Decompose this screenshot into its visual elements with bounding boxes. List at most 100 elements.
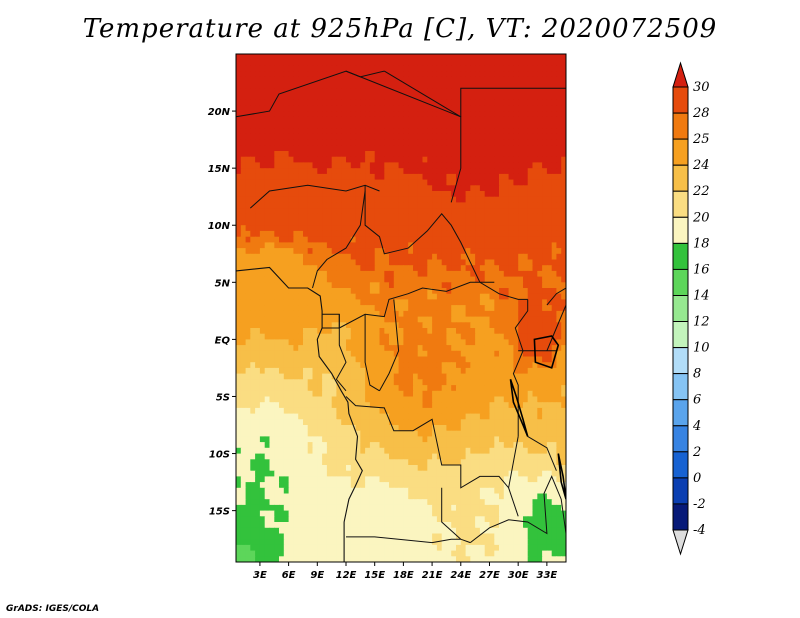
field-cell	[336, 208, 342, 215]
field-cell	[446, 276, 452, 283]
field-cell	[369, 362, 376, 369]
field-cell	[470, 436, 476, 443]
field-cell	[489, 316, 495, 323]
field-cell	[427, 447, 433, 455]
field-cell	[408, 265, 414, 272]
field-cell	[422, 282, 428, 289]
field-cell	[427, 299, 433, 306]
field-cell	[264, 122, 271, 129]
field-cell	[475, 76, 481, 84]
field-cell	[470, 156, 476, 163]
field-cell	[288, 202, 294, 209]
field-cell	[384, 139, 390, 146]
field-cell	[527, 99, 534, 106]
field-cell	[417, 259, 424, 266]
field-cell	[408, 282, 414, 289]
field-cell	[403, 230, 409, 238]
field-cell	[460, 345, 467, 352]
field-cell	[379, 447, 385, 455]
field-cell	[403, 385, 409, 392]
field-cell	[465, 151, 471, 158]
field-cell	[264, 156, 271, 163]
field-cell	[293, 345, 299, 352]
field-cell	[398, 293, 404, 300]
field-cell	[484, 213, 491, 221]
field-cell	[403, 407, 409, 415]
field-cell	[475, 310, 481, 318]
field-cell	[365, 65, 371, 72]
field-cell	[561, 191, 566, 198]
field-cell	[503, 94, 510, 101]
field-cell	[393, 396, 400, 403]
field-cell	[236, 242, 242, 249]
field-cell	[341, 402, 347, 409]
field-cell	[326, 333, 333, 340]
field-cell	[518, 111, 524, 118]
field-cell	[245, 379, 251, 386]
field-cell	[475, 459, 481, 466]
field-cell	[298, 356, 304, 363]
field-cell	[331, 71, 338, 78]
field-cell	[422, 248, 428, 255]
field-cell	[298, 105, 304, 112]
field-cell	[250, 265, 256, 272]
field-cell	[355, 191, 361, 198]
field-cell	[484, 430, 491, 437]
field-cell	[336, 219, 342, 226]
field-cell	[264, 385, 271, 392]
field-cell	[326, 230, 333, 238]
field-cell	[245, 293, 251, 300]
field-cell	[417, 82, 424, 89]
field-cell	[484, 88, 491, 95]
field-cell	[465, 350, 471, 358]
field-cell	[379, 105, 385, 112]
field-cell	[326, 465, 333, 472]
field-cell	[369, 133, 376, 141]
field-cell	[532, 128, 538, 135]
field-cell	[446, 453, 452, 460]
field-cell	[398, 230, 404, 238]
field-cell	[346, 379, 352, 386]
field-cell	[446, 310, 452, 318]
field-cell	[236, 202, 242, 209]
field-cell	[322, 402, 328, 409]
field-cell	[417, 339, 424, 346]
field-cell	[561, 128, 566, 135]
field-cell	[379, 248, 385, 255]
field-cell	[527, 116, 534, 124]
field-cell	[527, 345, 534, 352]
field-cell	[441, 248, 448, 255]
field-cell	[556, 116, 562, 124]
field-cell	[288, 430, 294, 437]
field-cell	[350, 208, 357, 215]
field-cell	[346, 345, 352, 352]
field-cell	[274, 82, 280, 89]
field-cell	[489, 270, 495, 278]
field-cell	[417, 168, 424, 175]
field-cell	[542, 185, 548, 192]
field-cell	[317, 88, 323, 95]
field-cell	[255, 111, 261, 118]
field-cell	[317, 122, 323, 129]
field-cell	[331, 276, 338, 283]
field-cell	[307, 196, 314, 203]
field-cell	[389, 367, 395, 375]
field-cell	[451, 265, 457, 272]
field-cell	[240, 265, 247, 272]
field-cell	[255, 305, 261, 312]
field-cell	[398, 213, 404, 221]
field-cell	[494, 453, 500, 460]
field-cell	[341, 76, 347, 84]
field-cell	[379, 299, 385, 306]
field-cell	[532, 373, 538, 380]
field-cell	[470, 310, 476, 318]
field-cell	[451, 162, 457, 169]
field-cell	[288, 396, 294, 403]
field-cell	[360, 299, 366, 306]
field-cell	[346, 419, 352, 426]
field-cell	[470, 230, 476, 238]
field-cell	[365, 396, 371, 403]
field-cell	[341, 390, 347, 398]
field-cell	[293, 236, 299, 243]
field-cell	[303, 459, 309, 466]
